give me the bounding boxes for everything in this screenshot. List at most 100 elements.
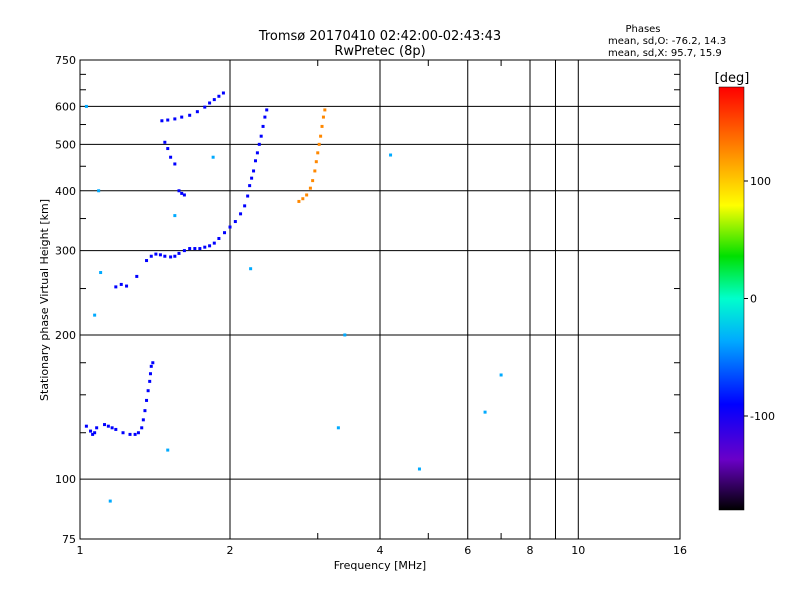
data-point [91,432,95,436]
data-point [135,274,139,278]
data-point [249,267,253,271]
data-point [106,424,110,428]
data-point [182,193,186,197]
y-tick-label: 500 [55,138,76,151]
y-tick-label: 100 [55,473,76,486]
data-point [212,241,216,245]
data-point [93,431,97,435]
data-point [119,282,123,286]
data-point [246,194,250,198]
data-points [84,91,503,503]
data-point [250,176,254,180]
data-point [182,249,186,253]
data-point [97,189,101,193]
data-point [173,214,177,218]
data-point [297,199,301,203]
data-point [160,119,164,123]
data-point [233,220,237,224]
data-point [259,134,263,138]
data-point [301,197,305,201]
data-point [114,285,118,289]
data-point [154,252,158,256]
data-point [217,236,221,240]
plot-frame [79,59,681,540]
colorbar-unit-label: [deg] [715,71,750,86]
data-point [163,254,167,258]
x-tick-label: 6 [464,544,471,557]
colorbar [718,86,745,511]
y-axis-label: Stationary phase Virtual Height [km] [38,199,51,401]
x-tick-label: 4 [377,544,384,557]
data-point [143,409,147,413]
data-point [151,361,155,365]
data-point [110,426,114,430]
data-point [166,448,170,452]
data-point [177,189,181,193]
colorbar-tick-label: 100 [750,175,771,188]
y-tick-label: 300 [55,245,76,258]
data-point [173,254,177,258]
chart-title: Tromsø 20170410 02:42:00-02:43:43 [258,29,501,44]
data-point [248,184,252,188]
data-point [211,155,215,159]
data-point [198,247,202,251]
data-point [103,423,107,427]
data-point [336,426,340,430]
data-point [311,179,315,183]
data-point [136,431,140,435]
data-point [253,159,257,163]
data-point [208,244,212,248]
data-point [93,313,97,317]
data-point [173,162,177,166]
data-point [145,259,149,263]
y-tick-label: 600 [55,100,76,113]
data-point [323,108,327,112]
data-point [188,113,192,117]
data-point [145,398,149,402]
data-point [499,373,503,377]
data-point [149,254,153,258]
data-point [84,104,88,108]
data-point [99,271,103,275]
data-point [417,467,421,471]
data-point [89,429,93,433]
data-point [261,124,265,128]
data-point [193,247,197,251]
data-point [148,372,152,376]
data-point [180,191,184,195]
y-tick-label: 200 [55,329,76,342]
y-tick-label: 400 [55,185,76,198]
data-point [389,153,393,157]
data-point [95,426,99,430]
x-tick-label: 16 [673,544,687,557]
data-point [169,155,173,159]
data-point [173,117,177,121]
data-point [483,410,487,414]
data-point [140,426,144,430]
colorbar-tick-label: 0 [750,293,757,306]
data-point [146,389,150,393]
x-axis-label: Frequency [MHz] [334,559,426,572]
data-point [308,186,312,190]
data-point [125,284,129,288]
data-point [180,115,184,119]
data-point [228,225,232,229]
data-point [203,105,207,109]
data-point [177,251,181,255]
x-tick-label: 1 [77,544,84,557]
colorbar-tick-label: -100 [750,410,775,423]
data-point [188,247,192,251]
data-point [148,379,152,383]
x-tick-label: 10 [571,544,585,557]
data-point [158,253,162,257]
x-tick-label: 8 [527,544,534,557]
data-point [343,333,347,337]
data-point [84,424,88,428]
y-tick-label: 750 [55,54,76,67]
data-point [305,193,309,197]
data-point [133,432,137,436]
data-point [317,142,321,146]
data-point [108,499,112,503]
data-point [319,134,323,138]
